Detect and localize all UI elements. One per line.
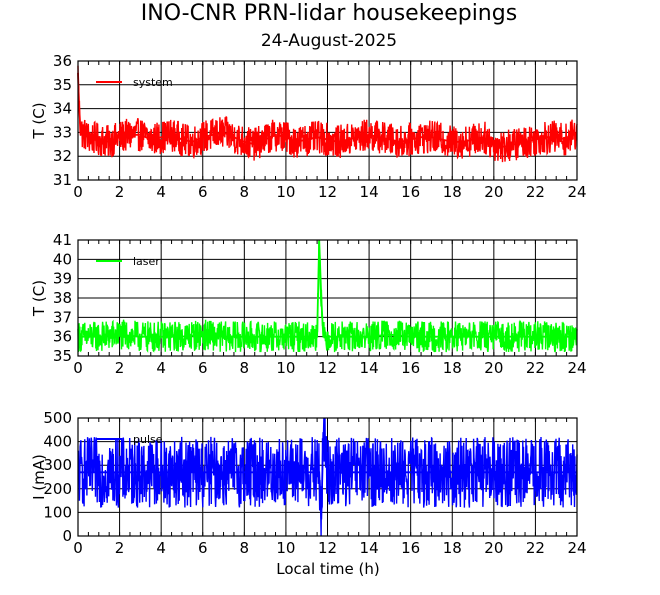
plot-frame (77, 417, 578, 537)
y-tick-label: 31 (53, 171, 72, 189)
x-tick-label: 20 (484, 359, 503, 377)
x-tick-label: 10 (276, 359, 295, 377)
y-axis-label: T (C) (30, 102, 48, 139)
x-tick-label: 10 (276, 539, 295, 557)
legend-label-pulse: pulse (133, 433, 163, 446)
y-tick-label: 36 (53, 328, 72, 346)
x-tick-label: 22 (526, 539, 545, 557)
x-tick-label: 0 (73, 359, 83, 377)
y-tick-label: 40 (53, 250, 72, 268)
x-tick-label: 14 (360, 539, 379, 557)
x-tick-label: 2 (115, 359, 125, 377)
series-trend-laser (78, 239, 577, 338)
y-tick-label: 39 (53, 270, 72, 288)
x-tick-label: 22 (526, 359, 545, 377)
y-tick-label: 35 (53, 76, 72, 94)
x-tick-label: 6 (198, 183, 208, 201)
x-tick-label: 22 (526, 183, 545, 201)
x-tick-label: 16 (401, 183, 420, 201)
x-tick-label: 6 (198, 539, 208, 557)
y-tick-label: 500 (43, 409, 72, 427)
x-tick-label: 12 (318, 183, 337, 201)
x-tick-label: 0 (73, 183, 83, 201)
chart-subtitle: 24-August-2025 (261, 31, 397, 51)
y-tick-label: 300 (43, 456, 72, 474)
y-tick-label: 38 (53, 289, 72, 307)
series-line-laser (77, 241, 578, 353)
x-tick-label: 18 (443, 539, 462, 557)
x-tick-label: 18 (443, 183, 462, 201)
x-tick-label: 4 (156, 183, 166, 201)
y-tick-label: 100 (43, 503, 72, 521)
x-tick-label: 14 (360, 359, 379, 377)
x-tick-label: 2 (115, 539, 125, 557)
x-tick-label: 24 (567, 539, 586, 557)
series-trend-pulse (78, 432, 577, 520)
x-tick-label: 12 (318, 359, 337, 377)
x-tick-label: 8 (240, 359, 250, 377)
x-tick-label: 16 (401, 359, 420, 377)
y-tick-label: 33 (53, 123, 72, 141)
x-tick-label: 4 (156, 359, 166, 377)
y-tick-label: 41 (53, 231, 72, 249)
x-tick-label: 8 (240, 183, 250, 201)
plot-frame (77, 60, 578, 181)
plot-frame (77, 239, 578, 357)
x-tick-label: 20 (484, 183, 503, 201)
x-tick-label: 2 (115, 183, 125, 201)
x-tick-label: 24 (567, 359, 586, 377)
series-line-pulse (77, 417, 578, 537)
x-tick-label: 8 (240, 539, 250, 557)
legend-label-laser: laser (133, 255, 160, 268)
x-tick-label: 16 (401, 539, 420, 557)
x-axis-label: Local time (h) (276, 560, 380, 578)
chart-title: INO-CNR PRN-lidar housekeepings (141, 1, 517, 26)
x-tick-label: 20 (484, 539, 503, 557)
x-tick-label: 12 (318, 539, 337, 557)
x-tick-label: 24 (567, 183, 586, 201)
y-tick-label: 200 (43, 480, 72, 498)
x-tick-label: 4 (156, 539, 166, 557)
y-tick-label: 0 (62, 527, 72, 545)
x-tick-label: 10 (276, 183, 295, 201)
series-trend-system (77, 72, 578, 148)
y-tick-label: 32 (53, 147, 72, 165)
y-tick-label: 34 (53, 100, 72, 118)
x-tick-label: 14 (360, 183, 379, 201)
y-axis-label: T (C) (30, 280, 48, 317)
y-tick-label: 35 (53, 347, 72, 365)
legend-label-system: system (133, 76, 173, 89)
y-tick-label: 36 (53, 52, 72, 70)
y-axis-label: I (mA) (30, 454, 48, 500)
y-tick-label: 400 (43, 433, 72, 451)
x-tick-label: 6 (198, 359, 208, 377)
x-tick-label: 18 (443, 359, 462, 377)
x-tick-label: 0 (73, 539, 83, 557)
y-tick-label: 37 (53, 308, 72, 326)
